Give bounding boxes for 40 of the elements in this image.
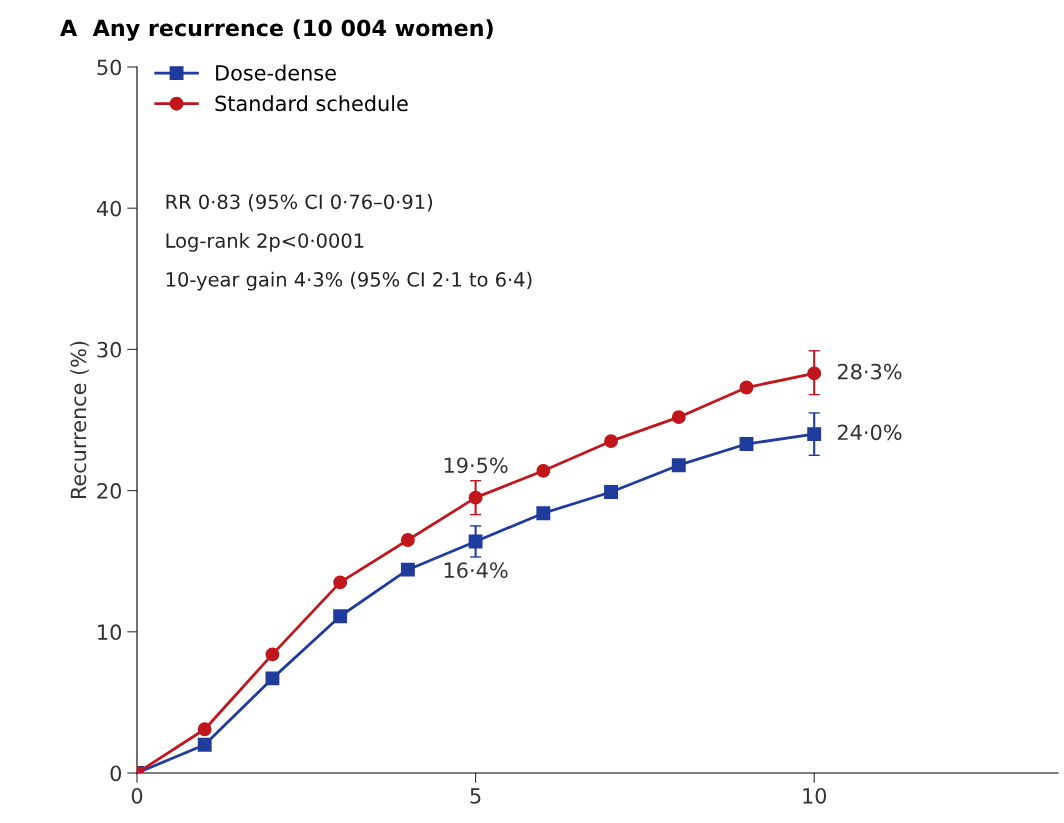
y-tick-label: 30	[97, 341, 122, 358]
data-label: 28·3%	[837, 363, 902, 380]
legend-label: Standard schedule	[215, 95, 408, 112]
point	[400, 562, 415, 577]
point	[604, 485, 618, 499]
point	[807, 366, 822, 381]
annotation: Log-rank 2p<0·0001	[166, 232, 364, 252]
y-tick-label: 0	[110, 765, 122, 782]
y-tick-label: 40	[96, 200, 122, 217]
chart-title: A Any recurrence (10 004 women)	[60, 19, 493, 41]
point	[807, 427, 822, 442]
x-tick-label: 10	[803, 787, 827, 804]
legend-label: Dose-dense	[216, 64, 336, 81]
annotation: 10-year gain 4·3% (95% CI 2·1 to 6·4)	[166, 271, 532, 291]
x-tick-label: 5	[470, 788, 481, 804]
point	[197, 737, 212, 752]
point	[604, 434, 618, 449]
point	[333, 609, 348, 624]
y-tick-label: 20	[97, 483, 122, 499]
data-label: 16·4%	[444, 562, 508, 579]
point	[265, 647, 280, 662]
point	[468, 534, 483, 549]
point	[468, 490, 483, 505]
point	[739, 380, 754, 395]
y-tick-label: 10	[98, 624, 122, 641]
point	[197, 722, 212, 737]
point	[536, 463, 551, 478]
point	[739, 437, 754, 451]
point	[265, 671, 280, 686]
data-label: 19·5%	[444, 457, 508, 474]
point	[536, 506, 551, 521]
point	[671, 410, 686, 425]
point	[400, 533, 415, 547]
point	[333, 575, 348, 590]
y-axis-title: Recurrence (%)	[70, 341, 89, 499]
x-tick-label: 0	[131, 787, 143, 804]
y-tick-label: 50	[97, 59, 122, 76]
annotation: RR 0·83 (95% CI 0·76–0·91)	[166, 194, 433, 212]
point	[671, 458, 686, 473]
data-label: 24·0%	[837, 424, 902, 441]
